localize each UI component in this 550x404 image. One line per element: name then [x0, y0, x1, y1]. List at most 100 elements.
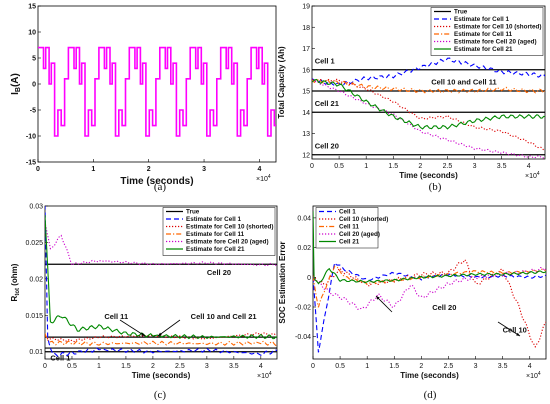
x-exponent-label: ×104 — [257, 371, 272, 380]
x-tick-label: 0.5 — [334, 163, 344, 170]
x-tick-label: 0 — [310, 163, 314, 170]
x-tick-label: 1.5 — [121, 363, 131, 370]
x-tick-label: 4 — [259, 363, 263, 370]
legend-entry: True — [186, 209, 200, 216]
x-tick-label: 2.5 — [443, 163, 453, 170]
legend-entry: Cell 1 — [339, 209, 356, 216]
x-tick-label: 0.5 — [335, 363, 345, 370]
series-estimate-for-cell-11 — [45, 333, 277, 347]
x-tick-label: 1.5 — [388, 163, 398, 170]
legend-entry: Estimate for Cell 11 — [186, 231, 245, 238]
panel-caption: (a) — [154, 181, 167, 193]
x-tick-label: 2.5 — [175, 363, 185, 370]
annotation-label: Cell 21 — [315, 99, 339, 108]
y-tick-label: -15 — [26, 160, 36, 167]
legend-entry: Estimate for Cell 21 — [454, 46, 513, 53]
x-axis-label: Time (seconds) — [132, 371, 191, 380]
legend-entry: Estimate for Cell 1 — [186, 216, 241, 223]
x-tick-label: 2.5 — [444, 363, 454, 370]
x-tick-label: 4 — [528, 363, 532, 370]
chart-panel-a: 0 1 2 3 4 -15 -10 -5 0 5 10 15 Time (seconds) ×104 IB(… — [10, 4, 277, 193]
annotation-label: Cell 20 — [432, 303, 456, 312]
x-tick-label: 3 — [473, 163, 477, 170]
x-tick-label: 3 — [205, 363, 209, 370]
annotation-arrowhead — [141, 332, 145, 336]
annotation-arrow — [497, 321, 521, 337]
x-exponent-label: ×104 — [525, 171, 540, 180]
series-cell-10-shorted- — [313, 258, 546, 349]
y-tick-label: 19 — [302, 4, 310, 11]
annotation-arrow — [157, 319, 181, 337]
series-current — [38, 46, 276, 137]
x-exponent-label: ×104 — [526, 371, 541, 380]
y-tick-label: 0 — [307, 275, 311, 282]
y-tick-label: 0 — [32, 82, 36, 89]
y-axis-label: SOC Estimation Error — [278, 241, 287, 323]
x-tick-label: 1 — [91, 166, 95, 173]
x-tick-label: 0.5 — [67, 363, 77, 370]
x-tick-label: 3.5 — [498, 363, 508, 370]
legend-entry: Estimate for Cell 10 (shorted) — [186, 224, 273, 231]
x-tick-label: 4 — [257, 166, 261, 173]
x-tick-label: 2 — [418, 163, 422, 170]
annotation-arrowhead — [516, 332, 520, 336]
annotation-label: Cell 20 — [315, 141, 339, 150]
annotation-arrow — [375, 295, 393, 313]
plot-area — [312, 57, 545, 159]
y-tick-label: 12 — [302, 152, 310, 159]
y-axis-label: Total Capacity (Ah) — [277, 46, 286, 119]
plot-frame — [37, 5, 277, 163]
y-tick-label: 13 — [302, 131, 310, 138]
chart-panel-c: 0 0.5 1 1.5 2 2.5 3 3.5 4 0.01 0.015 0.02 0.025 0.03 T… — [10, 204, 278, 401]
y-tick-label: 14 — [302, 110, 310, 117]
x-tick-label: 4 — [527, 163, 531, 170]
x-tick-label: 0 — [311, 363, 315, 370]
y-tick-label: 0.025 — [25, 240, 43, 247]
y-tick-label: 0.03 — [29, 204, 43, 211]
annotation-label: Cell 11 — [104, 312, 128, 321]
plot-area — [45, 206, 277, 357]
annotation-arrow — [119, 319, 146, 337]
legend-entry: Estimate for Cell 11 — [454, 31, 513, 38]
y-tick-label: 0.01 — [29, 349, 43, 356]
y-tick-label: 5 — [32, 56, 36, 63]
x-tick-label: 1 — [97, 363, 101, 370]
series-estimate-for-cell-10-shorted- — [312, 78, 545, 152]
y-tick-label: -0.02 — [295, 305, 311, 312]
x-axis-label: Time (seconds) — [399, 171, 458, 180]
annotation-label: Cell 20 — [207, 268, 231, 277]
legend-entry: Estimate for Cell 21 — [186, 246, 245, 253]
y-tick-label: 16 — [302, 67, 310, 74]
y-axis-label: IB(A) — [10, 73, 22, 95]
x-tick-label: 3 — [202, 166, 206, 173]
annotation-arrowhead — [158, 332, 162, 336]
series-cell-1 — [313, 261, 546, 353]
legend-entry: Estimate for Cell 1 — [454, 16, 509, 23]
plot-area — [313, 211, 546, 353]
panel-caption: (b) — [429, 181, 442, 193]
legend-entry: True — [454, 9, 468, 16]
annotation-label: Cell 1 — [50, 353, 70, 362]
y-tick-label: 15 — [302, 89, 310, 96]
x-tick-label: 0 — [36, 166, 40, 173]
series-cell-11 — [313, 265, 546, 308]
x-tick-label: 0 — [43, 363, 47, 370]
legend-entry: Cell 21 — [339, 239, 360, 246]
y-tick-label: -0.04 — [295, 334, 311, 341]
x-tick-label: 3.5 — [497, 163, 507, 170]
legend-entry: Estimate for Cell 10 (shorted) — [454, 24, 541, 31]
annotation-label: Cell 10 — [503, 325, 527, 334]
series-estimate-for-cell-21 — [45, 214, 277, 340]
series-estimate-for-cell-21 — [312, 78, 545, 130]
legend-entry: Cell 20 (aged) — [339, 231, 380, 238]
annotation-label: Cell 10 and Cell 21 — [191, 312, 257, 321]
annotation-label: Cell 10 and Cell 11 — [431, 78, 496, 87]
x-tick-label: 3.5 — [229, 363, 239, 370]
panel-caption: (d) — [424, 389, 437, 401]
y-tick-label: 0.02 — [29, 276, 43, 283]
legend-entry: Estimate fore Cell 20 (aged) — [454, 39, 537, 46]
series-cell-21 — [313, 211, 546, 285]
